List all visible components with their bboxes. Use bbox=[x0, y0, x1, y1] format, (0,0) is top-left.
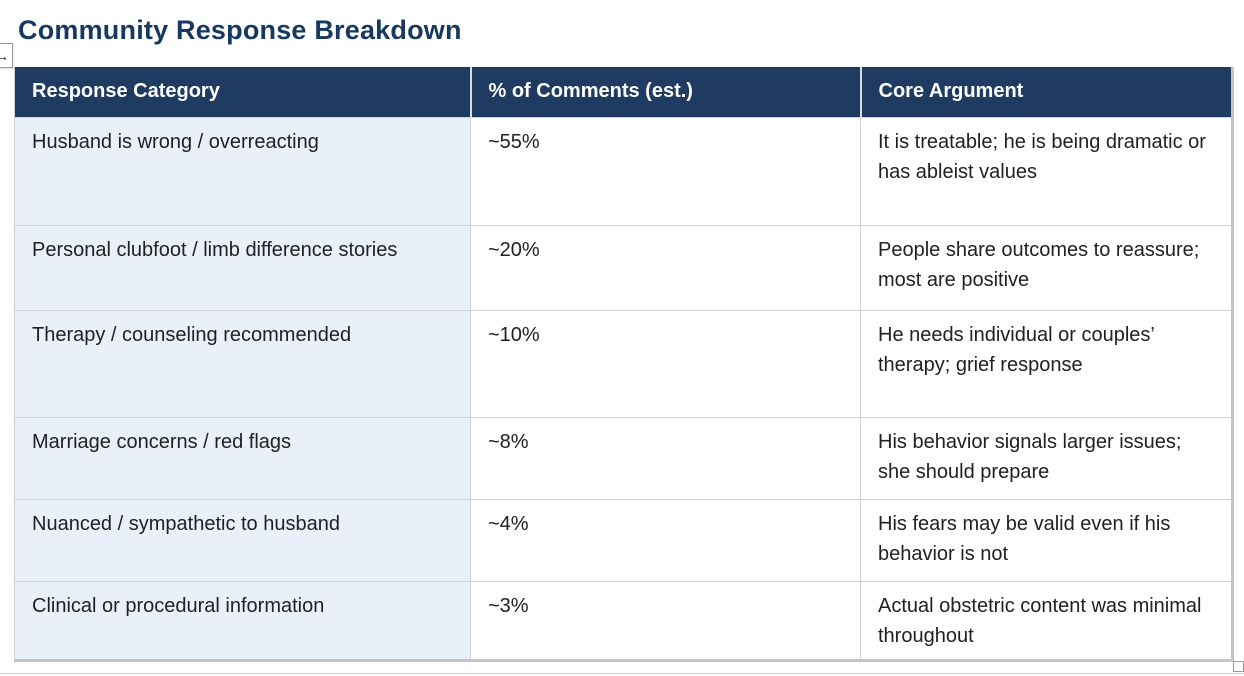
cell-percent[interactable]: ~20% bbox=[470, 224, 861, 310]
table-row: Nuanced / sympathetic to husband ~4% His… bbox=[14, 498, 1233, 581]
table-row: Personal clubfoot / limb difference stor… bbox=[14, 224, 1233, 310]
cell-percent[interactable]: ~3% bbox=[470, 580, 861, 660]
cell-category[interactable]: Nuanced / sympathetic to husband bbox=[14, 498, 471, 581]
cell-argument[interactable]: Actual obstetric content was minimal thr… bbox=[860, 580, 1233, 660]
left-right-arrow-icon: ↔ bbox=[0, 47, 9, 64]
column-header-response-category[interactable]: Response Category bbox=[14, 67, 471, 117]
cell-percent[interactable]: ~8% bbox=[470, 416, 861, 499]
column-header-percent-of-comments[interactable]: % of Comments (est.) bbox=[469, 67, 861, 117]
window-bottom-divider bbox=[0, 673, 1244, 674]
table-row: Marriage concerns / red flags ~8% His be… bbox=[14, 416, 1233, 499]
page-title[interactable]: Community Response Breakdown bbox=[18, 15, 462, 45]
cell-argument[interactable]: It is treatable; he is being dramatic or… bbox=[860, 116, 1233, 225]
cell-argument[interactable]: His fears may be valid even if his behav… bbox=[860, 498, 1233, 581]
cell-percent[interactable]: ~55% bbox=[470, 116, 861, 225]
cell-category[interactable]: Clinical or procedural information bbox=[14, 580, 471, 660]
cell-percent[interactable]: ~10% bbox=[470, 309, 861, 417]
table-row: Clinical or procedural information ~3% A… bbox=[14, 580, 1233, 660]
table-row: Husband is wrong / overreacting ~55% It … bbox=[14, 116, 1233, 225]
column-header-core-argument[interactable]: Core Argument bbox=[859, 67, 1233, 117]
cell-category[interactable]: Therapy / counseling recommended bbox=[14, 309, 471, 417]
community-response-table: Response Category % of Comments (est.) C… bbox=[14, 67, 1234, 662]
table-header-row: Response Category % of Comments (est.) C… bbox=[14, 67, 1233, 117]
cell-argument[interactable]: People share outcomes to reassure; most … bbox=[860, 224, 1233, 310]
table-resize-handle[interactable] bbox=[1233, 661, 1244, 672]
table-move-handle[interactable]: ↔ bbox=[0, 43, 13, 68]
cell-category[interactable]: Personal clubfoot / limb difference stor… bbox=[14, 224, 471, 310]
community-response-table-container: Response Category % of Comments (est.) C… bbox=[14, 67, 1234, 662]
cell-argument[interactable]: He needs individual or couples’ therapy;… bbox=[860, 309, 1233, 417]
cell-percent[interactable]: ~4% bbox=[470, 498, 861, 581]
cell-category[interactable]: Husband is wrong / overreacting bbox=[14, 116, 471, 225]
cell-argument[interactable]: His behavior signals larger issues; she … bbox=[860, 416, 1233, 499]
cell-category[interactable]: Marriage concerns / red flags bbox=[14, 416, 471, 499]
table-row: Therapy / counseling recommended ~10% He… bbox=[14, 309, 1233, 417]
